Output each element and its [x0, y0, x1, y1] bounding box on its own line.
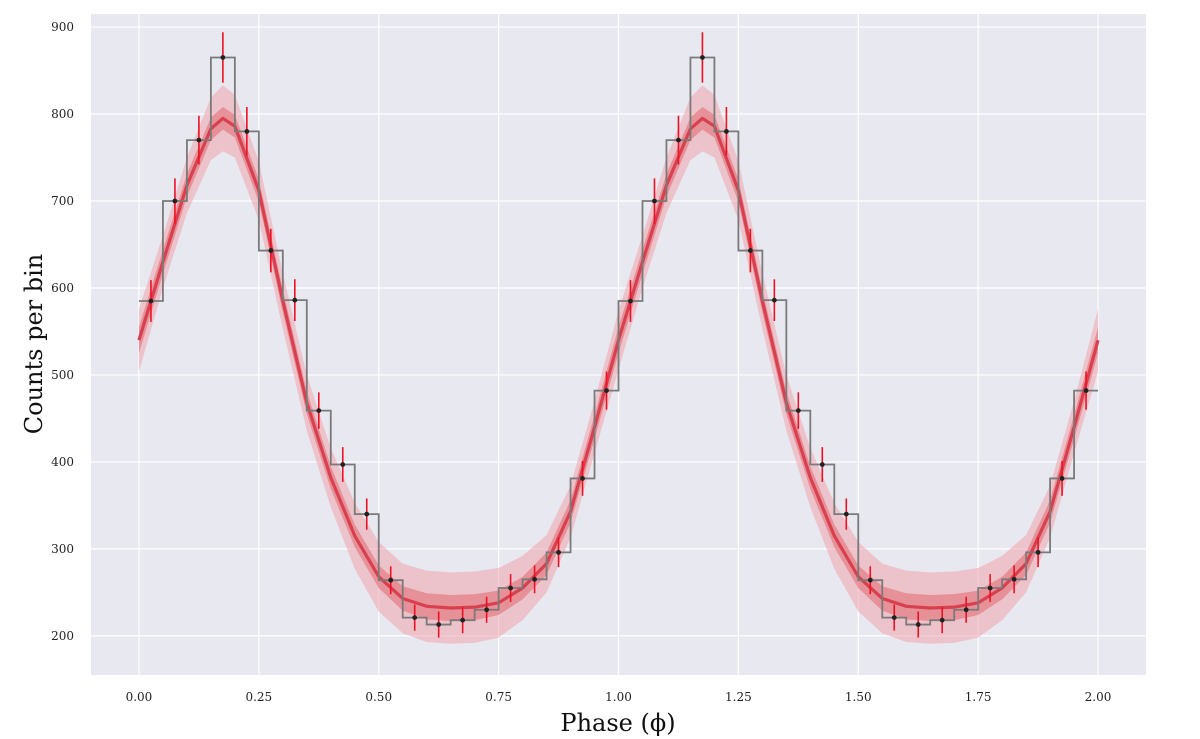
data-point — [316, 408, 322, 413]
data-point — [340, 462, 346, 467]
y-tick-label: 200 — [51, 629, 74, 643]
data-point — [436, 622, 442, 627]
x-tick-label: 0.75 — [485, 690, 512, 704]
x-tick-label: 1.00 — [605, 690, 632, 704]
y-tick-label: 500 — [51, 368, 74, 382]
y-tick-label: 300 — [51, 542, 74, 556]
data-point — [484, 607, 490, 613]
y-tick-label: 900 — [51, 20, 74, 34]
data-point — [1011, 576, 1017, 582]
data-point — [987, 585, 993, 591]
data-point — [292, 297, 298, 303]
data-point — [532, 576, 537, 582]
histogram-steps — [138, 56, 1099, 626]
data-point — [843, 511, 849, 517]
data-point — [1059, 476, 1065, 481]
data-point — [220, 55, 226, 60]
y-tick-label: 400 — [51, 455, 74, 469]
data-point — [556, 549, 561, 555]
data-point — [700, 55, 705, 60]
data-point — [172, 198, 178, 204]
data-point — [148, 298, 154, 304]
data-point — [819, 462, 825, 467]
data-points-layer — [148, 55, 1089, 627]
data-point — [771, 297, 777, 303]
data-point — [1035, 549, 1041, 555]
y-tick-labels: 200 300 400 500 600 700 800 900 — [51, 20, 74, 643]
data-point — [939, 617, 945, 623]
x-tick-label: 0.50 — [365, 690, 392, 704]
data-point — [508, 585, 514, 591]
x-tick-label: 0.00 — [126, 690, 153, 704]
data-point — [891, 615, 897, 620]
data-point — [364, 511, 370, 517]
data-point — [412, 615, 418, 620]
y-tick-label: 600 — [51, 281, 74, 295]
x-tick-label: 1.25 — [725, 690, 752, 704]
x-tick-label: 1.50 — [845, 690, 872, 704]
data-point — [747, 248, 753, 253]
data-point — [1083, 388, 1089, 393]
data-point — [723, 129, 729, 134]
x-axis-label: Phase (ϕ) — [560, 709, 675, 737]
data-point — [676, 137, 681, 143]
data-point — [196, 137, 202, 143]
x-tick-label: 0.25 — [245, 690, 272, 704]
data-point — [867, 577, 873, 583]
data-point — [795, 408, 801, 413]
x-tick-label: 1.75 — [965, 690, 992, 704]
x-tick-labels: 0.00 0.25 0.50 0.75 1.00 1.25 1.50 1.75 2.00 — [126, 690, 1112, 704]
histogram-layer — [138, 56, 1099, 626]
data-point — [388, 577, 394, 583]
y-tick-label: 700 — [51, 194, 74, 208]
data-point — [628, 298, 633, 304]
x-tick-label: 2.00 — [1085, 690, 1112, 704]
y-tick-label: 800 — [51, 107, 74, 121]
data-point — [460, 617, 466, 623]
y-axis-label: Counts per bin — [20, 254, 48, 434]
data-point — [244, 129, 250, 134]
data-point — [604, 388, 609, 393]
data-point — [580, 476, 585, 481]
data-point — [652, 198, 657, 204]
data-point — [963, 607, 969, 613]
data-point — [915, 622, 921, 627]
data-point — [268, 248, 274, 253]
